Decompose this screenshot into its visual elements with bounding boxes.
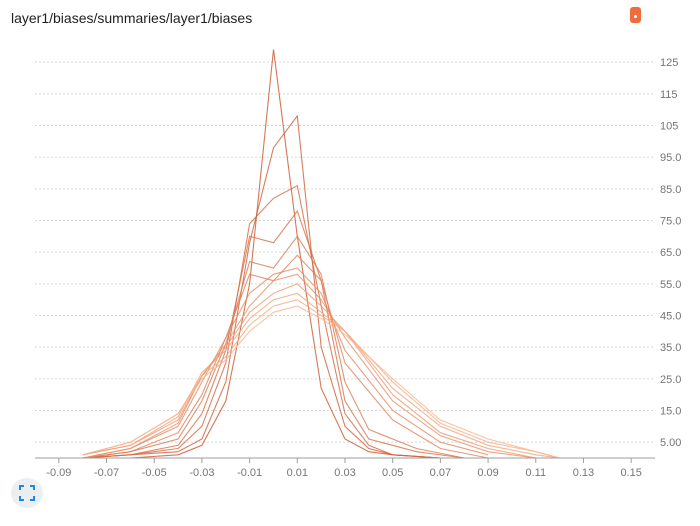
card-title: layer1/biases/summaries/layer1/biases <box>11 10 253 26</box>
y-tick-label: 25.0 <box>660 374 681 386</box>
histogram-series-line <box>82 254 489 459</box>
y-tick-label: 35.0 <box>660 342 681 354</box>
x-tick-label: -0.01 <box>237 467 262 479</box>
x-tick-label: 0.11 <box>525 467 546 479</box>
y-tick-label: 65.0 <box>660 247 681 259</box>
y-tick-label: 115 <box>660 89 678 101</box>
x-axis: -0.09 -0.07 -0.05 -0.03 -0.01 0.01 0.03 0.05 0.0… <box>35 457 655 479</box>
x-tick-label: 0.03 <box>334 467 355 479</box>
x-tick-label: 0.09 <box>477 467 498 479</box>
x-tick-label: -0.07 <box>94 467 119 479</box>
x-tick-label: 0.15 <box>620 467 641 479</box>
histogram-series-line <box>82 292 560 459</box>
histogram-series-line <box>82 49 441 459</box>
y-tick-label: 85.0 <box>660 184 681 196</box>
card-menu-button[interactable] <box>630 7 641 23</box>
histogram-series-line <box>82 209 465 459</box>
histogram-series-line <box>82 235 465 459</box>
histogram-series-line <box>82 184 441 459</box>
histogram-series-line <box>82 114 441 459</box>
y-axis: 5.00 15.0 25.0 35.0 45.0 55.0 65.0 75.0 85.0 95.0… <box>660 57 681 449</box>
y-tick-label: 105 <box>660 121 678 133</box>
grid-lines <box>35 61 655 443</box>
fit-domain-button[interactable] <box>11 478 43 508</box>
y-tick-label: 15.0 <box>660 406 681 418</box>
x-tick-label: 0.01 <box>287 467 308 479</box>
histogram-series-line <box>82 299 560 459</box>
histogram-series-line <box>82 283 536 459</box>
histogram-series-line <box>82 267 489 459</box>
series-group <box>82 49 560 459</box>
y-tick-label: 55.0 <box>660 279 681 291</box>
y-tick-label: 5.00 <box>660 437 681 449</box>
fit-domain-icon <box>19 485 35 501</box>
x-tick-label: 0.05 <box>382 467 403 479</box>
x-tick-label: 0.07 <box>430 467 451 479</box>
y-tick-label: 45.0 <box>660 311 681 323</box>
y-tick-label: 125 <box>660 57 678 69</box>
histogram-series-line <box>82 305 560 459</box>
x-tick-label: 0.13 <box>573 467 594 479</box>
dots-vertical-icon <box>634 15 637 18</box>
x-tick-label: -0.05 <box>142 467 167 479</box>
y-tick-label: 95.0 <box>660 152 681 164</box>
histogram-series-line <box>82 273 536 459</box>
y-tick-label: 75.0 <box>660 216 681 228</box>
x-tick-label: -0.03 <box>189 467 214 479</box>
x-tick-label: -0.09 <box>46 467 71 479</box>
